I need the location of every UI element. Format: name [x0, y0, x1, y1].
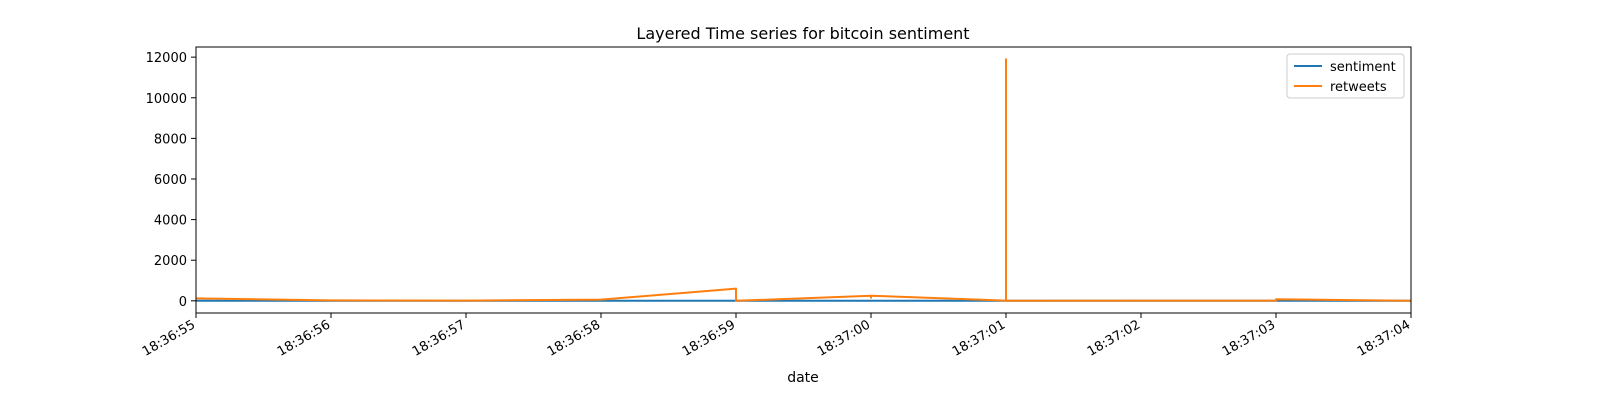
x-tick-label-1: 18:36:56	[275, 317, 333, 359]
y-tick-label-6: 12000	[146, 51, 187, 66]
x-tick-label-6: 18:37:01	[950, 317, 1008, 359]
legend-label-sentiment: sentiment	[1330, 60, 1396, 75]
legend-label-retweets: retweets	[1330, 80, 1387, 95]
x-tick-label-3: 18:36:58	[545, 317, 603, 359]
x-tick-label-9: 18:37:04	[1355, 317, 1413, 359]
chart-title: Layered Time series for bitcoin sentimen…	[636, 24, 969, 43]
y-tick-label-1: 2000	[154, 254, 187, 269]
x-tick-label-0: 18:36:55	[140, 317, 198, 359]
y-tick-label-5: 10000	[146, 92, 187, 107]
legend: sentiment retweets	[1286, 53, 1405, 99]
y-axis: 0 2000 4000 6000 8000 10000 12000	[146, 51, 196, 310]
plot-frame	[195, 46, 1412, 314]
y-tick-label-2: 4000	[154, 214, 187, 229]
y-tick-label-3: 6000	[154, 173, 187, 188]
x-tick-label-7: 18:37:02	[1085, 317, 1143, 359]
x-tick-label-2: 18:36:57	[410, 317, 468, 359]
x-axis: 18:36:55 18:36:56 18:36:57 18:36:58 18:36:59…	[140, 313, 1413, 360]
x-tick-label-8: 18:37:03	[1220, 317, 1278, 359]
x-tick-label-4: 18:36:59	[680, 317, 738, 359]
y-tick-label-4: 8000	[154, 132, 187, 147]
x-axis-label: date	[787, 370, 819, 386]
y-tick-label-0: 0	[179, 295, 187, 310]
x-tick-label-5: 18:37:00	[815, 317, 873, 359]
series-line-retweets	[196, 58, 1411, 302]
plot-lines	[196, 58, 1411, 302]
